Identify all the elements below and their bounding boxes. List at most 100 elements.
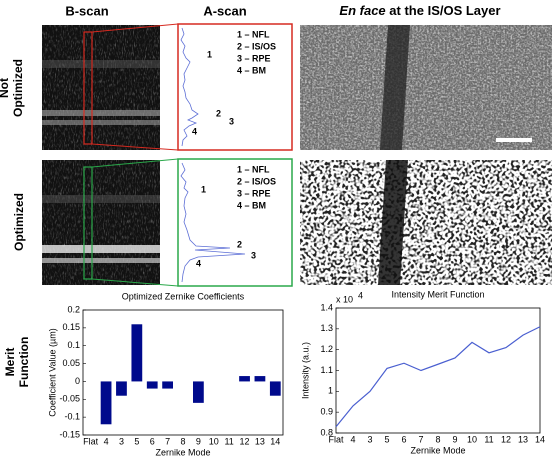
y-tick-label: 0.15 [62, 322, 80, 332]
connector [91, 23, 179, 33]
bscan-image-1 [42, 25, 160, 150]
bar [131, 324, 143, 382]
row-label-line: Optimized [11, 59, 25, 117]
x-tick-label: 11 [484, 434, 493, 444]
line [335, 326, 541, 428]
x-axis-label: Zernike Mode [155, 447, 210, 457]
x-tick-label: 11 [224, 436, 233, 446]
y-tick-label: -0.05 [59, 394, 80, 404]
bar [239, 376, 250, 382]
y-tick-label: 1.1 [320, 365, 333, 375]
y-tick-label: 1.3 [320, 323, 333, 333]
x-tick-label: 12 [240, 436, 250, 446]
y-tick-label: 0.1 [67, 340, 80, 350]
row-label-line: Not [0, 78, 11, 98]
chart-title: Optimized Zernike Coefficients [122, 291, 245, 301]
peak-label: 1 [201, 184, 206, 194]
bar [146, 381, 158, 389]
row-label-2: Optimized [12, 193, 26, 251]
connector [91, 278, 179, 287]
charts: Optimized Zernike Coefficients Zernike Mo… [47, 289, 545, 457]
legend-entry: 1 – NFL [237, 164, 270, 174]
x-tick-label: 10 [467, 434, 477, 444]
peak-label: 4 [192, 126, 197, 136]
y-tick-label: 0.2 [67, 304, 80, 314]
connector [91, 143, 179, 151]
chart-title: Intensity Merit Function [391, 289, 484, 299]
legend-entry: 3 – RPE [237, 53, 271, 63]
peak-label: 1 [207, 49, 212, 59]
x-tick-label: 7 [418, 434, 423, 444]
bar [162, 381, 173, 389]
x-tick-label: Flat [328, 434, 344, 444]
peak-label: 4 [196, 258, 201, 268]
axis-scale: x 10 [336, 294, 353, 304]
enface-image-2 [300, 160, 552, 285]
legend-entry: 1 – NFL [237, 29, 270, 39]
axis-scale-exponent: 4 [358, 290, 363, 300]
y-tick-label: 0.9 [320, 407, 333, 417]
row-label-3: MeritFunction [3, 337, 31, 388]
bar [193, 381, 204, 403]
legend-entry: 3 – RPE [237, 188, 271, 198]
x-tick-label: Flat [83, 436, 99, 446]
y-tick-label: 1.2 [320, 344, 333, 354]
x-tick-label: 5 [134, 436, 139, 446]
header-enface-rest: at the IS/OS Layer [389, 3, 500, 18]
y-tick-label: -0.1 [64, 412, 80, 422]
x-tick-label: 6 [150, 436, 155, 446]
x-tick-label: 8 [435, 434, 440, 444]
x-tick-label: 9 [196, 436, 201, 446]
ascan-panel-1: 1 – NFL 2 – IS/OS 3 – RPE 4 – BM 1 2 3 4 [177, 23, 293, 151]
bscan-image-2 [42, 160, 160, 285]
peak-label: 2 [237, 239, 242, 249]
x-tick-label: 10 [209, 436, 219, 446]
y-tick-label: 1.4 [320, 302, 333, 312]
legend-entry: 2 – IS/OS [237, 176, 276, 186]
x-tick-label: 13 [255, 436, 265, 446]
enface-image-1 [300, 25, 552, 150]
x-tick-label: 3 [367, 434, 372, 444]
bar [100, 381, 112, 425]
legend-entry: 4 – BM [237, 65, 266, 75]
peak-label: 3 [251, 250, 256, 260]
x-tick-label: 12 [501, 434, 511, 444]
peak-label: 2 [216, 108, 221, 118]
row-label-line: Function [17, 337, 31, 388]
header-ascan: A-scan [203, 3, 246, 18]
legend-entry: 4 – BM [237, 200, 266, 210]
peak-label: 3 [229, 116, 234, 126]
x-tick-label: 13 [518, 434, 528, 444]
x-tick-label: 8 [180, 436, 185, 446]
row-label-line: Merit [3, 348, 17, 377]
x-axis-label: Zernike Mode [410, 445, 465, 455]
y-tick-label: 0.8 [320, 427, 333, 437]
bar [116, 381, 127, 396]
bar [269, 381, 281, 396]
y-axis-label: Intensity (a.u.) [300, 342, 310, 399]
x-tick-label: 4 [350, 434, 355, 444]
bar [254, 376, 266, 382]
x-tick-label: 9 [452, 434, 457, 444]
header-bscan: B-scan [65, 3, 108, 18]
y-axis-label: Coefficient Value (µm) [47, 328, 57, 416]
x-tick-label: 4 [104, 436, 109, 446]
header-enface: En face at the IS/OS Layer [339, 3, 500, 18]
legend-entry: 2 – IS/OS [237, 41, 276, 51]
y-tick-label: 1 [328, 386, 333, 396]
plot-frame [335, 307, 541, 434]
y-tick-label: 0 [75, 376, 80, 386]
x-tick-label: 7 [165, 436, 170, 446]
y-tick-label: -0.15 [59, 429, 80, 439]
ascan-panel-2: 1 – NFL 2 – IS/OS 3 – RPE 4 – BM 1 2 3 4 [177, 158, 293, 287]
x-tick-label: 5 [384, 434, 389, 444]
x-tick-label: 14 [270, 436, 280, 446]
row-label-1: NotOptimized [0, 59, 25, 117]
x-tick-label: 14 [535, 434, 545, 444]
plot-frame [82, 309, 284, 436]
y-tick-label: 0.05 [62, 358, 80, 368]
connector [91, 158, 179, 168]
x-tick-label: 6 [401, 434, 406, 444]
header-enface-italic: En face [339, 3, 385, 18]
